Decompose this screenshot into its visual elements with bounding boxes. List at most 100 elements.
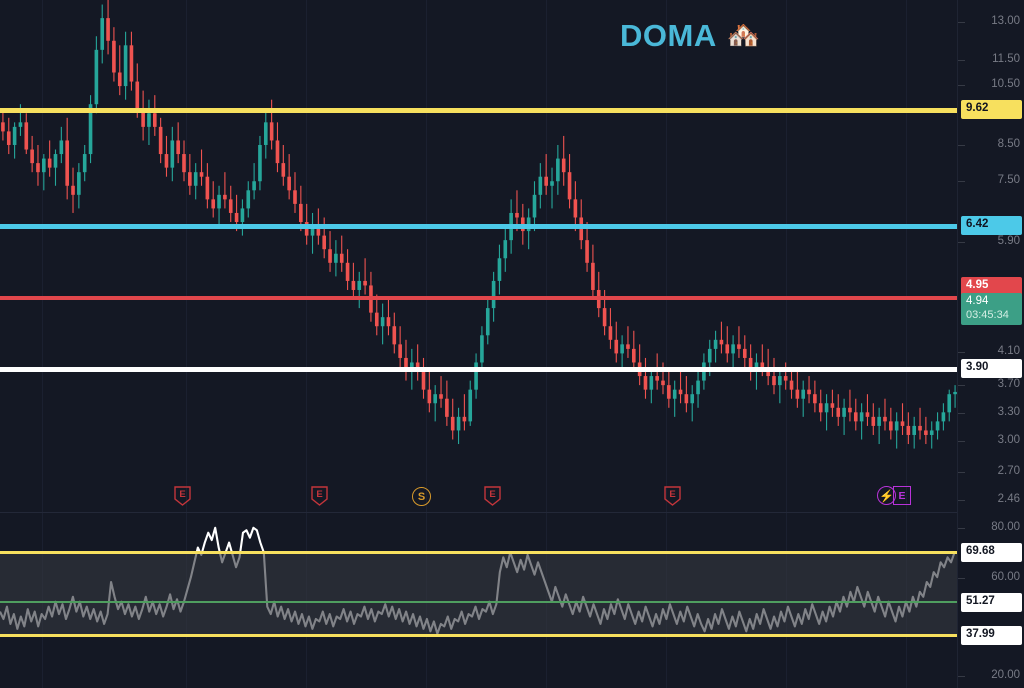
axis-tick-mark [958, 242, 965, 243]
earnings-marker-icon[interactable]: E [174, 486, 191, 506]
price-level-line-resistance[interactable] [0, 108, 958, 113]
candle-body [199, 172, 204, 177]
candle-body [853, 412, 858, 422]
candle-body [334, 253, 338, 263]
upcoming-earnings-marker[interactable]: ⚡ E [877, 486, 911, 505]
price-axis-tick: 8.50 [997, 138, 1020, 150]
houses-icon: 🏘️ [726, 20, 761, 50]
pane-separator [0, 512, 958, 513]
candle-body [719, 339, 724, 345]
candle-body [386, 317, 391, 327]
candle-body [918, 425, 922, 431]
candle-body [263, 122, 268, 145]
indicator-level-line-upper-band[interactable] [0, 551, 958, 554]
candle-body [742, 348, 747, 358]
candle-body [450, 416, 455, 431]
price-pane[interactable] [0, 0, 958, 512]
indicator-level-line-lower-band[interactable] [0, 634, 958, 637]
symbol-title: DOMA 🏘️ [620, 20, 760, 51]
candle-body [94, 49, 99, 105]
candle-body [941, 412, 946, 422]
candle-body [193, 172, 198, 186]
candle-body [947, 394, 952, 413]
candle-body [655, 376, 659, 381]
candle-body [608, 326, 613, 340]
axis-tick-mark [958, 60, 965, 61]
earnings-marker-icon[interactable]: E [311, 486, 328, 506]
price-axis-tick: 2.70 [997, 465, 1020, 477]
price-level-line-support[interactable] [0, 367, 958, 372]
candle-body [88, 104, 93, 155]
candle-body [678, 389, 683, 395]
price-axis-tick: 3.30 [997, 406, 1020, 418]
candle-body [894, 421, 899, 431]
axis-tick-mark [958, 385, 965, 386]
candle-body [848, 407, 852, 413]
split-marker-label: S [412, 487, 431, 506]
earnings-marker-icon[interactable]: E [484, 486, 501, 506]
price-axis-tick: 3.00 [997, 434, 1020, 446]
candlestick-series [1, 0, 957, 449]
candle-body [462, 416, 467, 422]
candle-body [427, 389, 432, 404]
indicator-tag-upper-band[interactable]: 69.68 [961, 543, 1022, 562]
candle-body [760, 362, 765, 368]
price-axis-tick: 2.46 [997, 493, 1020, 505]
candle-body [339, 253, 344, 263]
price-tag-last-price[interactable]: 4.95 [961, 277, 1022, 296]
price-tag-support[interactable]: 3.90 [961, 359, 1022, 378]
candle-body [842, 407, 846, 417]
price-tag-bid[interactable]: 4.94 03:45:34 [961, 293, 1022, 325]
split-marker-icon[interactable]: S [412, 486, 431, 506]
indicator-tag-lower-band[interactable]: 37.99 [961, 626, 1022, 645]
price-scale[interactable]: 13.00 11.50 10.50 8.50 7.50 5.90 4.10 3.70 3.30 3… [958, 0, 1024, 688]
gridline-vertical [42, 0, 43, 512]
candle-body [129, 45, 134, 82]
lightning-bolt-icon: ⚡ [877, 486, 896, 505]
candle-body [807, 389, 811, 395]
axis-tick-mark [958, 500, 965, 501]
candle-body [643, 376, 648, 390]
candle-body [421, 371, 426, 390]
candle-body [398, 344, 402, 358]
price-axis-tick: 7.50 [997, 174, 1020, 186]
candle-body [252, 181, 256, 191]
axis-tick-mark [958, 181, 965, 182]
candle-body [953, 391, 957, 395]
price-level-line-current-price[interactable] [0, 296, 958, 300]
price-tag-resistance[interactable]: 9.62 [961, 100, 1022, 119]
candle-body [310, 226, 315, 236]
candle-body [906, 425, 911, 435]
candle-body [357, 280, 362, 290]
price-axis-tick: 13.00 [991, 15, 1020, 27]
indicator-level-line-midline[interactable] [0, 601, 958, 603]
candle-body [258, 144, 262, 182]
candle-body [374, 312, 379, 327]
axis-tick-mark [958, 441, 965, 442]
candle-body [316, 226, 321, 236]
price-axis-tick: 3.70 [997, 378, 1020, 390]
candle-body [152, 113, 157, 127]
candle-body [818, 403, 823, 413]
candle-body [725, 344, 730, 354]
price-tag-level[interactable]: 6.42 [961, 216, 1022, 235]
candle-body [900, 421, 905, 426]
candle-body [217, 194, 221, 209]
earnings-marker-icon[interactable]: E [664, 486, 681, 506]
indicator-tag-midline[interactable]: 51.27 [961, 593, 1022, 612]
price-axis-tick: 10.50 [991, 78, 1020, 90]
candle-body [515, 212, 519, 218]
axis-tick-mark [958, 352, 965, 353]
price-level-line-level[interactable] [0, 224, 958, 229]
candle-body [748, 357, 753, 372]
indicator-pane[interactable] [0, 513, 958, 688]
axis-tick-mark [958, 85, 965, 86]
gridline-vertical [546, 0, 547, 512]
candle-body [836, 407, 841, 417]
candle-body [188, 172, 192, 186]
candle-body [141, 108, 145, 127]
candle-body [65, 140, 69, 186]
candle-body [322, 235, 327, 250]
candle-body [871, 416, 876, 426]
